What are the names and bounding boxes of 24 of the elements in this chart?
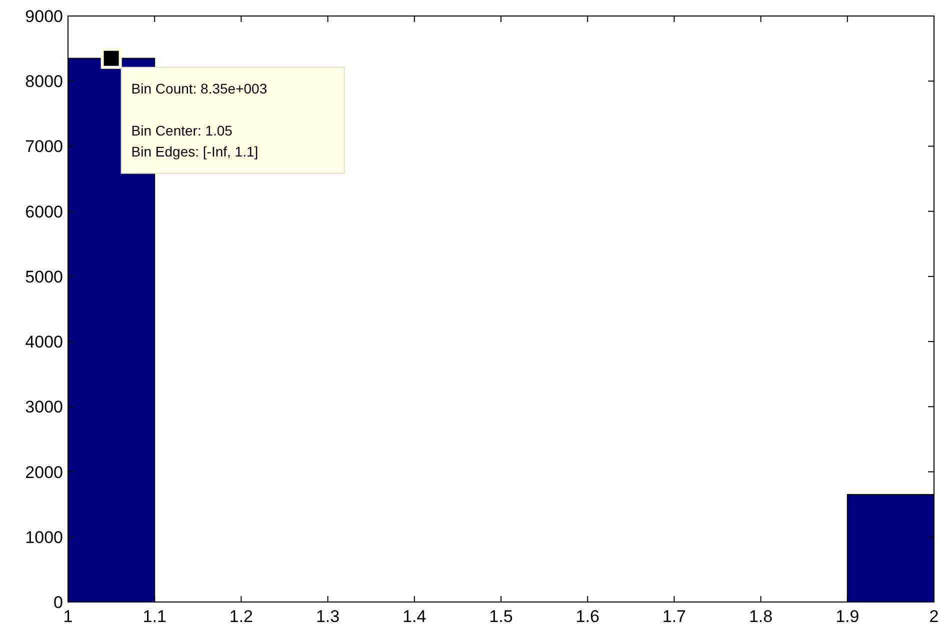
y-tick-label: 1000 [25, 528, 63, 547]
annotation: Bin Count: 8.35e+003 [131, 80, 268, 96]
x-tick-label: 1.2 [229, 607, 254, 626]
x-tick-label: 1.3 [316, 607, 340, 626]
x-tick-label: 1.5 [489, 607, 513, 626]
annotation: Bin Center: 1.05 [131, 122, 233, 138]
x-tick-label: 1.1 [142, 607, 166, 626]
x-tick-label: 1.8 [748, 607, 773, 626]
x-tick-label: 1.7 [662, 607, 686, 626]
y-tick-label: 2000 [25, 462, 63, 482]
y-tick-label: 6000 [25, 202, 63, 222]
x-tick-label: 1.4 [402, 607, 426, 626]
x-tick-label: 1.6 [576, 607, 600, 626]
y-tick-label: 0 [54, 593, 63, 612]
y-tick-label: 8000 [25, 72, 63, 92]
annotation: Bin Edges: [-Inf, 1.1] [131, 143, 258, 160]
x-tick-label: 1.9 [836, 607, 860, 626]
y-tick-label: 7000 [25, 137, 63, 156]
y-tick-label: 3000 [25, 398, 63, 417]
y-tick-label: 9000 [25, 7, 63, 26]
y-tick-label: 5000 [25, 267, 63, 286]
x-tick-label: 1 [63, 607, 73, 626]
x-tick-label: 2 [929, 607, 939, 626]
y-tick-label: 4000 [25, 332, 63, 352]
